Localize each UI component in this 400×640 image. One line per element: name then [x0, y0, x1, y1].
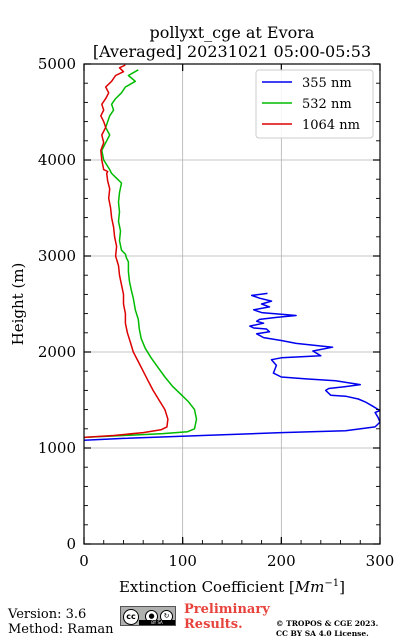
license-sa-text: SA: [157, 620, 163, 625]
legend: 355 nm 532 nm 1064 nm: [255, 69, 374, 139]
legend-box: [255, 69, 374, 139]
x-axis-label-main: Extinction Coefficient [: [119, 578, 295, 596]
y-tick-label: 5000: [38, 55, 76, 73]
y-tick-label: 4000: [38, 151, 76, 169]
x-axis-label-close: ]: [339, 578, 345, 596]
x-axis-label-unit: Mm: [294, 578, 325, 596]
copyright-line-2: CC BY SA 4.0 License.: [276, 629, 369, 638]
plot-frame: [83, 63, 381, 545]
series-line-1064-nm: [84, 64, 169, 439]
x-axis-label: Extinction Coefficient [Mm−1]: [119, 578, 345, 596]
legend-label: 355 nm: [302, 76, 352, 91]
legend-label: 1064 nm: [302, 118, 360, 133]
extinction-profile-chart: pollyxt_cge at Evora [Averaged] 20231021…: [9, 23, 395, 596]
y-tick-label: 0: [66, 535, 76, 553]
chart-title: pollyxt_cge at Evora: [150, 23, 315, 42]
method-text: Method: Raman: [8, 622, 114, 637]
cc-logo-icon: cc: [123, 609, 139, 625]
x-tick-label: 200: [267, 552, 296, 570]
axis-ticks: [83, 63, 381, 545]
y-tick-label: 1000: [38, 439, 76, 457]
series-line-355-nm: [84, 292, 380, 442]
cc-license-badge: cc ● ↻ BY SA: [120, 606, 176, 626]
legend-label: 532 nm: [302, 97, 352, 112]
x-tick-label: 0: [79, 552, 89, 570]
x-axis-label-exp: −1: [324, 578, 339, 589]
x-tick-label: 100: [168, 552, 197, 570]
version-text: Version: 3.6: [8, 607, 87, 622]
copyright-line-1: © TROPOS & CGE 2023.: [276, 619, 379, 628]
license-by-text: BY: [151, 620, 157, 625]
series-line-532-nm: [84, 69, 198, 439]
preliminary-line-1: Preliminary: [184, 602, 270, 617]
copyright-note: © TROPOS & CGE 2023. CC BY SA 4.0 Licens…: [276, 619, 378, 639]
y-tick-label: 3000: [38, 247, 76, 265]
chart-subtitle: [Averaged] 20231021 05:00-05:53: [93, 42, 371, 61]
y-tick-label: 2000: [38, 343, 76, 361]
x-tick-label: 300: [366, 552, 395, 570]
y-axis-label: Height (m): [9, 263, 27, 346]
series-layer: [84, 64, 380, 442]
preliminary-results-note: Preliminary Results.: [184, 602, 270, 632]
license-strip: BY SA: [139, 620, 175, 625]
preliminary-line-2: Results.: [184, 617, 243, 632]
